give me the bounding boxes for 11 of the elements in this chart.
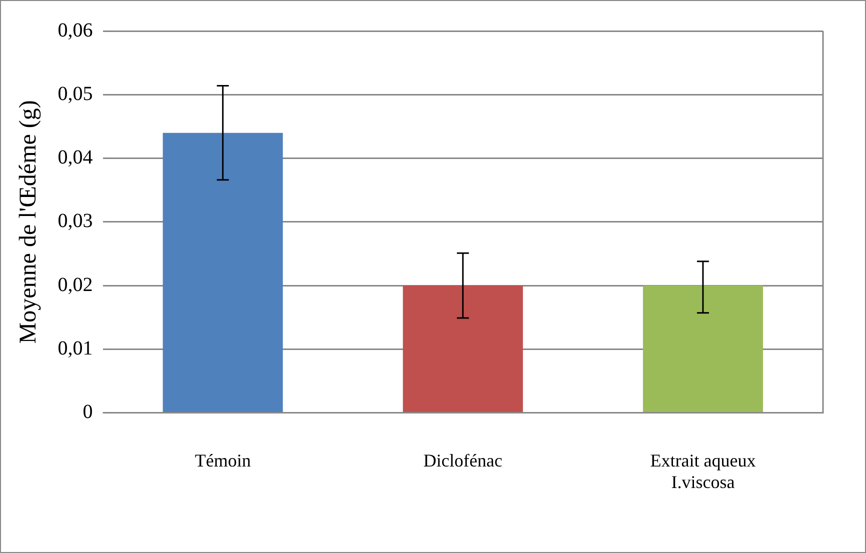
x-tick-label: Témoin bbox=[194, 450, 251, 470]
y-axis-title: Moyenne de l'Œdéme (g) bbox=[16, 100, 42, 344]
y-tick-label: 0,01 bbox=[58, 337, 93, 360]
y-tick-label: 0,04 bbox=[58, 146, 93, 169]
y-tick-label: 0 bbox=[82, 401, 93, 424]
y-tick-label: 0,03 bbox=[58, 210, 93, 232]
y-tick-label: 0,06 bbox=[58, 19, 93, 42]
x-tick-label: Diclofénac bbox=[423, 450, 502, 470]
y-tick-label: 0,02 bbox=[58, 274, 93, 296]
x-tick-label: Extrait aqueux I.viscosa bbox=[650, 450, 756, 492]
y-tick-label: 0,05 bbox=[58, 82, 93, 105]
